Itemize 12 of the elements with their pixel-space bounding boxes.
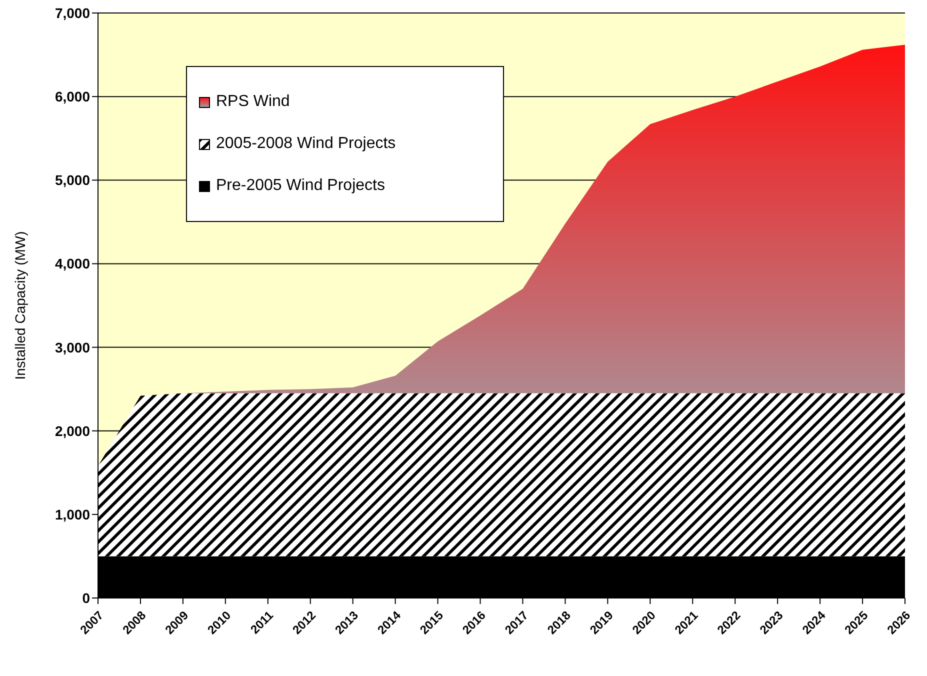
y-axis-title: Installed Capacity (MW)	[12, 231, 28, 380]
legend-label: Pre-2005 Wind Projects	[216, 177, 385, 195]
y-tick-label: 3,000	[54, 339, 90, 356]
y-tick-label: 2,000	[54, 422, 90, 439]
y-tick-label: 7,000	[54, 4, 90, 21]
y-tick-label: 5,000	[54, 172, 90, 188]
y-tick-label: 1,000	[54, 506, 90, 522]
y-tick-label: 6,000	[54, 88, 90, 105]
legend-label: 2005-2008 Wind Projects	[216, 135, 396, 153]
legend-label: RPS Wind	[216, 93, 290, 111]
y-tick-label: 4,000	[54, 256, 90, 272]
y-tick-label: 0	[82, 590, 90, 606]
